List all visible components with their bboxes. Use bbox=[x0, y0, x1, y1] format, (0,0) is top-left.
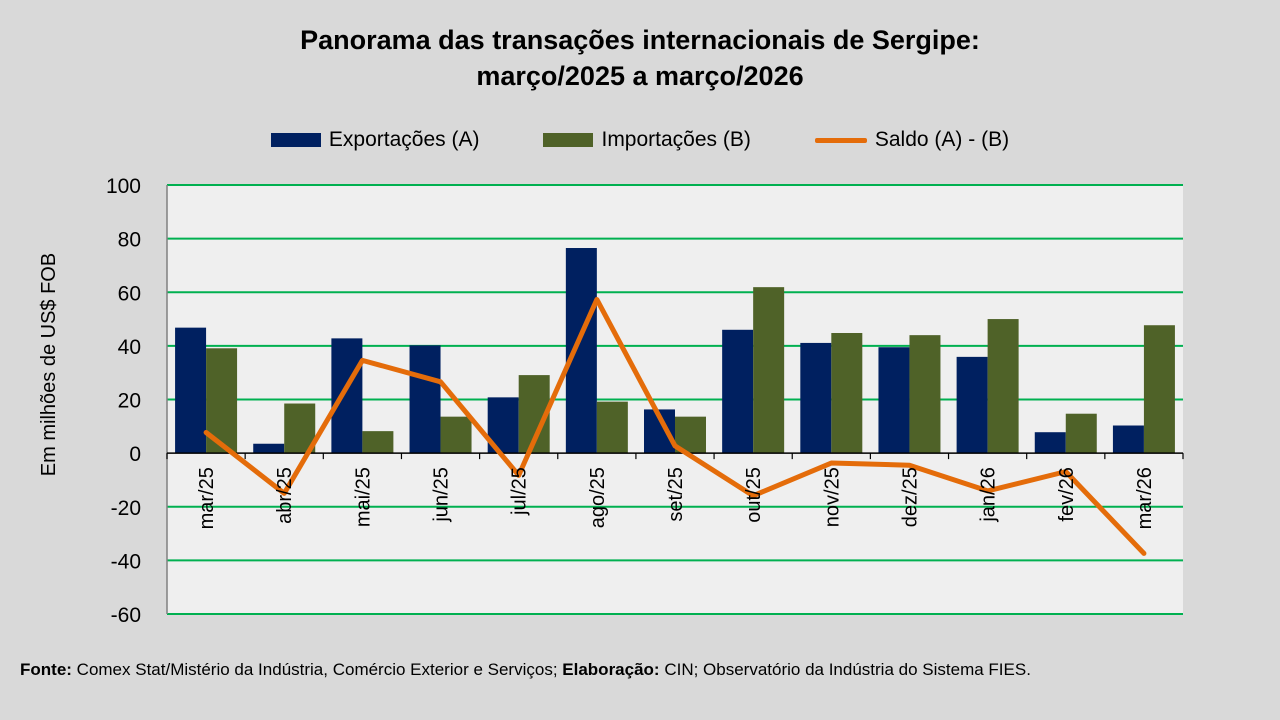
legend-swatch-importacoes bbox=[543, 133, 594, 147]
bar-exportacoes bbox=[722, 329, 754, 454]
y-tick-label: 80 bbox=[118, 229, 141, 252]
x-tick-label: fev/26 bbox=[1056, 467, 1078, 521]
chart-svg: 100 80 60 40 20 0 -20 -40 -60 mar/25 abr/25 mai/25 j… bbox=[38, 175, 1184, 627]
elaboracao-text: CIN; Observatório da Indústria do Sistem… bbox=[659, 660, 1031, 679]
bar-exportacoes bbox=[800, 342, 832, 454]
y-tick-label: 60 bbox=[118, 282, 141, 305]
chart-title-line2: março/2025 a março/2026 bbox=[476, 61, 804, 91]
bar-importacoes bbox=[596, 401, 628, 454]
bar-importacoes bbox=[909, 335, 941, 454]
bar-importacoes bbox=[1143, 325, 1175, 454]
elaboracao-label: Elaboração: bbox=[562, 660, 660, 679]
x-tick-label: mar/25 bbox=[196, 467, 218, 529]
y-tick-label: -40 bbox=[111, 550, 141, 573]
bar-exportacoes bbox=[253, 443, 285, 454]
bar-exportacoes bbox=[878, 347, 910, 454]
source-note: Fonte: Comex Stat/Mistério da Indústria,… bbox=[20, 658, 1260, 682]
bar-importacoes bbox=[987, 319, 1019, 454]
y-tick-label: 0 bbox=[129, 443, 141, 466]
legend-item-saldo: Saldo (A) - (B) bbox=[814, 128, 1010, 152]
bar-importacoes bbox=[1065, 413, 1097, 454]
bar-importacoes bbox=[440, 416, 472, 454]
bar-exportacoes bbox=[1112, 425, 1144, 454]
bar-importacoes bbox=[831, 333, 863, 454]
line-saldo bbox=[203, 296, 1147, 556]
y-tick-label: 20 bbox=[118, 390, 141, 413]
legend-label-saldo: Saldo (A) - (B) bbox=[874, 128, 1010, 151]
x-tick-label: mar/26 bbox=[1134, 467, 1156, 529]
x-tick-label: mai/25 bbox=[352, 467, 374, 527]
x-tick-label: dez/25 bbox=[899, 467, 921, 527]
x-tick-label: jun/25 bbox=[431, 467, 453, 523]
bar-exportacoes bbox=[409, 345, 441, 454]
bar-exportacoes bbox=[956, 356, 988, 454]
y-axis-title: Em milhões de US$ FOB bbox=[38, 253, 60, 476]
bar-exportacoes bbox=[331, 338, 363, 454]
y-tick-label: -60 bbox=[111, 604, 141, 627]
x-tick-label: jul/25 bbox=[509, 467, 531, 516]
bar-exportacoes bbox=[1034, 432, 1066, 454]
bar-importacoes bbox=[753, 287, 785, 454]
legend-item-exportacoes: Exportações (A) bbox=[270, 128, 480, 152]
x-tick-label: ago/25 bbox=[587, 467, 609, 528]
y-tick-label: 40 bbox=[118, 336, 141, 359]
source-label: Fonte: bbox=[20, 660, 72, 679]
x-tick-label: abr/25 bbox=[274, 467, 296, 524]
legend-swatch-exportacoes bbox=[270, 133, 321, 147]
x-tick-label: nov/25 bbox=[821, 467, 843, 527]
chart-legend: Exportações (A) Importações (B) Saldo (A… bbox=[0, 128, 1280, 152]
chart-title-line1: Panorama das transações internacionais d… bbox=[300, 25, 980, 55]
y-tick-label: -20 bbox=[111, 497, 141, 520]
x-tick-label: out/25 bbox=[743, 467, 765, 523]
bar-exportacoes bbox=[175, 327, 207, 454]
x-tick-label: set/25 bbox=[665, 467, 687, 521]
legend-label-importacoes: Importações (B) bbox=[601, 128, 751, 151]
source-text: Comex Stat/Mistério da Indústria, Comérc… bbox=[71, 660, 563, 679]
chart-title: Panorama das transações internacionais d… bbox=[0, 22, 1280, 94]
bar-exportacoes bbox=[565, 248, 597, 454]
legend-swatch-saldo bbox=[814, 137, 867, 143]
legend-label-exportacoes: Exportações (A) bbox=[328, 128, 480, 151]
bar-importacoes bbox=[362, 431, 394, 454]
x-tick-label: jan/26 bbox=[978, 467, 1000, 523]
legend-item-importacoes: Importações (B) bbox=[543, 128, 751, 152]
y-tick-label: 100 bbox=[106, 175, 141, 198]
